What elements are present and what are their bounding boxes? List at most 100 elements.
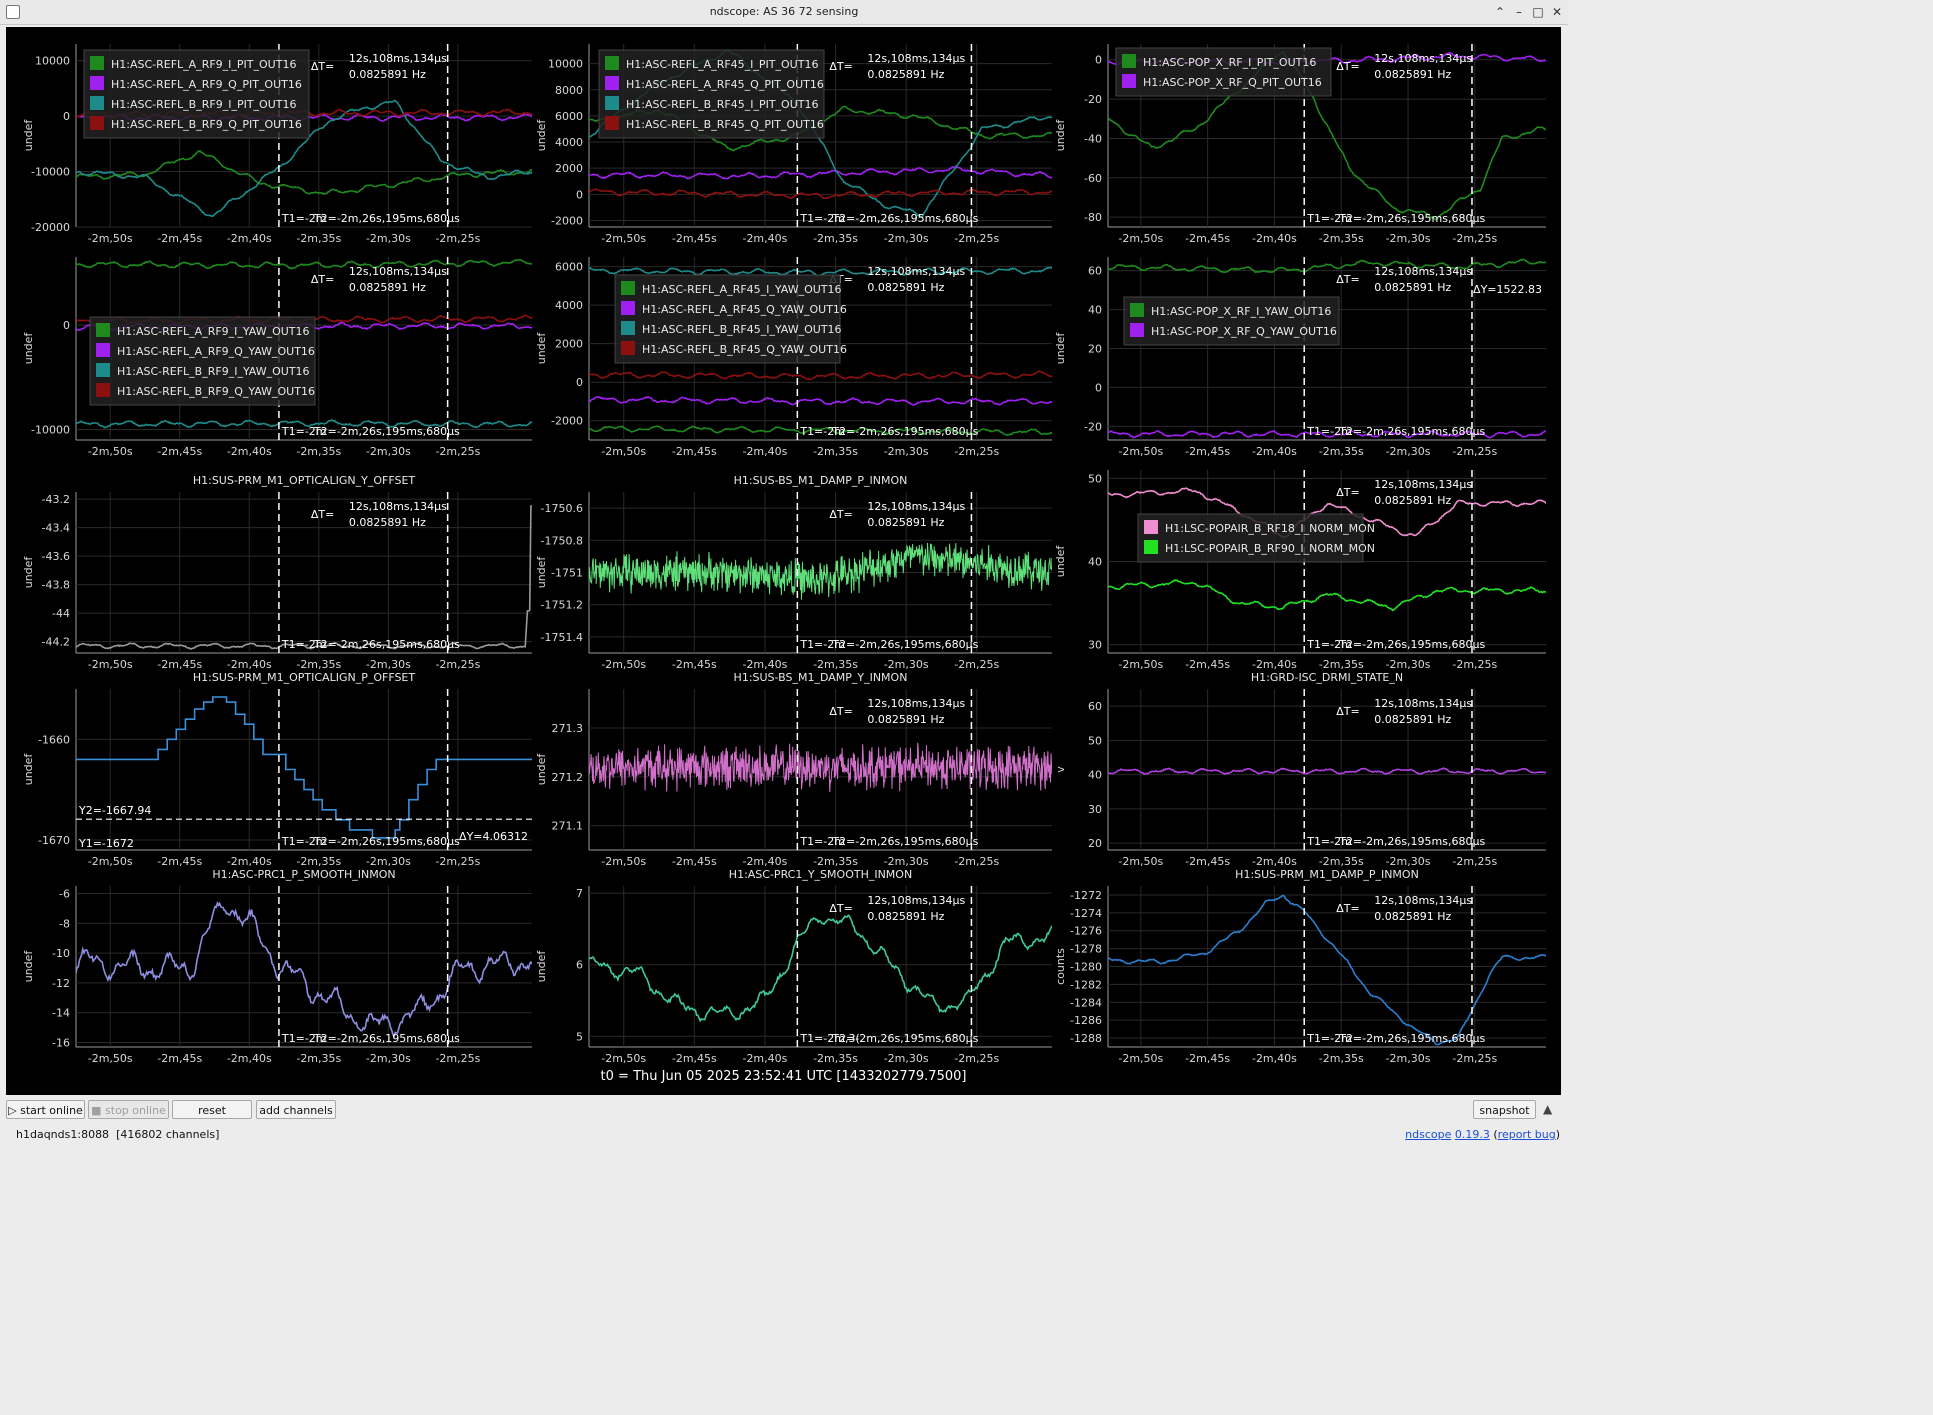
series-line [1108, 487, 1546, 539]
y-tick-label: 271.3 [552, 722, 584, 735]
plot-panel-12[interactable]: H1:GRD-ISC_DRMI_STATE_N -2m,50s -2m,45s -2m… [1054, 671, 1546, 868]
add-channels-button[interactable]: add channels [256, 1100, 336, 1119]
frequency-value: 0.0825891 Hz [867, 910, 944, 923]
reset-button[interactable]: reset [172, 1100, 252, 1119]
dt-value: 12s,108ms,134µs [349, 500, 447, 513]
plot-grid[interactable]: -2m,50s -2m,45s -2m,40s -2m,35s -2m,30s -2m,2… [6, 27, 1561, 1095]
dt-value: 12s,108ms,134µs [349, 265, 447, 278]
plot-panel-13[interactable]: H1:ASC-PRC1_P_SMOOTH_INMON -2m,50s -2m,45s… [22, 868, 532, 1065]
stop-online-button[interactable]: ■ stop online [88, 1100, 169, 1119]
collapse-icon[interactable]: ⌃ [1494, 5, 1506, 19]
window-title: ndscope: AS 36 72 sensing [709, 5, 859, 18]
stop-icon: ■ [91, 1104, 106, 1117]
x-tick-label: -2m,45s [157, 658, 202, 671]
y-tick-label: -1750.8 [541, 534, 583, 547]
legend-entry: H1:ASC-POP_X_RF_Q_PIT_OUT16 [1143, 76, 1322, 89]
x-tick-label: -2m,45s [157, 1052, 202, 1065]
y-tick-label: -40 [1084, 132, 1102, 145]
dt-label: ΔT= [829, 60, 852, 73]
version-link[interactable]: 0.19.3 [1454, 1128, 1490, 1141]
y-tick-label: 0 [1095, 381, 1102, 394]
t0-label: t0 = Thu Jun 05 2025 23:52:41 UTC [14332… [600, 1069, 967, 1084]
x-tick-label: -2m,45s [1185, 232, 1230, 245]
y-tick-label: -1278 [1070, 943, 1102, 956]
t1-label: T1=-2m [1306, 212, 1352, 225]
plot-panel-6[interactable]: -2m,50s -2m,45s -2m,40s -2m,35s -2m,30s -2m,2… [1054, 257, 1546, 458]
legend-swatch [1130, 323, 1144, 337]
plot-panel-9[interactable]: -2m,50s -2m,45s -2m,40s -2m,35s -2m,30s -2m,2… [1054, 470, 1546, 671]
series-group [589, 742, 1052, 793]
dt-label: ΔT= [829, 705, 852, 718]
y-tick-label: 20 [1088, 343, 1102, 356]
legend-entry: H1:ASC-REFL_A_RF9_I_YAW_OUT16 [117, 325, 310, 338]
frequency-value: 0.0825891 Hz [867, 281, 944, 294]
legend-swatch [96, 323, 110, 337]
plot-title: H1:SUS-PRM_M1_OPTICALIGN_Y_OFFSET [193, 474, 416, 487]
report-bug-link[interactable]: report bug [1497, 1128, 1556, 1141]
y-axis-label: undef [535, 556, 548, 589]
y-axis-label: undef [22, 332, 35, 365]
plot-panel-1[interactable]: -2m,50s -2m,45s -2m,40s -2m,35s -2m,30s -2m,2… [22, 44, 532, 245]
stop-online-label: stop online [105, 1104, 166, 1117]
expand-icon[interactable]: ▲ [1543, 1102, 1553, 1116]
plot-panel-14[interactable]: H1:ASC-PRC1_Y_SMOOTH_INMON -2m,50s -2m,45s… [535, 868, 1052, 1065]
legend-entry: H1:ASC-POP_X_RF_I_YAW_OUT16 [1151, 305, 1331, 318]
ndscope-link[interactable]: ndscope [1405, 1128, 1452, 1141]
maximize-icon[interactable]: □ [1532, 5, 1544, 19]
t1-label: T1=-2m [281, 638, 327, 651]
series-line [589, 742, 1052, 793]
y-tick-label: -60 [1084, 172, 1102, 185]
y-axis-label: undef [535, 753, 548, 786]
plot-panel-7[interactable]: H1:SUS-PRM_M1_OPTICALIGN_Y_OFFSET -2m,50s… [22, 474, 532, 671]
dy-label: ΔY=1522.83 [1473, 283, 1542, 296]
y-tick-label: 30 [1088, 803, 1102, 816]
plot-panel-4[interactable]: -2m,50s -2m,45s -2m,40s -2m,35s -2m,30s -2m,2… [22, 257, 532, 458]
y1-label: Y1=-1672 [78, 837, 134, 850]
start-online-label: start online [20, 1104, 83, 1117]
plot-panel-15[interactable]: H1:SUS-PRM_M1_DAMP_P_INMON -2m,50s -2m,45s… [1054, 868, 1546, 1065]
dt-label: ΔT= [1336, 486, 1359, 499]
legend-entry: H1:ASC-REFL_A_RF45_I_PIT_OUT16 [626, 58, 818, 71]
x-tick-label: -2m,25s [1452, 232, 1497, 245]
y-axis-label: undef [22, 950, 35, 983]
x-tick-label: -2m,35s [1319, 232, 1364, 245]
start-online-button[interactable]: ▷ start online [6, 1100, 85, 1119]
minimize-icon[interactable]: – [1516, 5, 1522, 19]
plot-panel-11[interactable]: H1:SUS-BS_M1_DAMP_Y_INMON -2m,50s -2m,45s -… [535, 671, 1052, 868]
dt-label: ΔT= [1336, 273, 1359, 286]
y-tick-label: -43.4 [42, 522, 70, 535]
frequency-value: 0.0825891 Hz [867, 713, 944, 726]
series-line [589, 542, 1052, 600]
x-tick-label: -2m,40s [742, 658, 787, 671]
plot-panel-2[interactable]: -2m,50s -2m,45s -2m,40s -2m,35s -2m,30s -2m,2… [535, 44, 1052, 245]
t2-label: T2=-2m,26s,195ms,680µs [831, 638, 978, 651]
snapshot-button[interactable]: snapshot [1473, 1100, 1536, 1119]
plot-panel-5[interactable]: -2m,50s -2m,45s -2m,40s -2m,35s -2m,30s -2m,2… [535, 257, 1052, 458]
close-icon[interactable]: ✕ [1551, 5, 1563, 19]
plot-panel-3[interactable]: -2m,50s -2m,45s -2m,40s -2m,35s -2m,30s -2m,2… [1054, 44, 1546, 245]
plot-panel-10[interactable]: H1:SUS-PRM_M1_OPTICALIGN_P_OFFSET -2m,50s… [22, 671, 532, 868]
y-tick-label: 7 [576, 887, 583, 900]
series-line [76, 258, 532, 270]
y-tick-label: -6 [59, 887, 70, 900]
x-tick-label: -2m,50s [88, 658, 133, 671]
x-tick-label: -2m,40s [1252, 445, 1297, 458]
dy-label: ΔY=4.06312 [459, 830, 528, 843]
y-tick-label: 0 [576, 376, 583, 389]
plot-panel-8[interactable]: H1:SUS-BS_M1_DAMP_P_INMON -2m,50s -2m,45s -… [535, 474, 1052, 671]
series-group [76, 505, 532, 650]
x-tick-label: -2m,35s [813, 232, 858, 245]
plot-area[interactable]: -2m,50s -2m,45s -2m,40s -2m,35s -2m,30s -2m,2… [6, 27, 1561, 1095]
legend-entry: H1:ASC-REFL_A_RF9_Q_PIT_OUT16 [111, 78, 302, 91]
x-tick-label: -2m,40s [1252, 855, 1297, 868]
x-tick-label: -2m,40s [227, 445, 272, 458]
x-tick-label: -2m,40s [1252, 232, 1297, 245]
x-tick-label: -2m,40s [742, 1052, 787, 1065]
x-tick-label: -2m,45s [1185, 1052, 1230, 1065]
y-tick-label: -2000 [551, 214, 583, 227]
x-tick-label: -2m,25s [954, 1052, 999, 1065]
y-tick-label: 271.1 [552, 820, 584, 833]
dt-value: 12s,108ms,134µs [349, 52, 447, 65]
x-tick-label: -2m,50s [601, 855, 646, 868]
frequency-value: 0.0825891 Hz [1374, 494, 1451, 507]
